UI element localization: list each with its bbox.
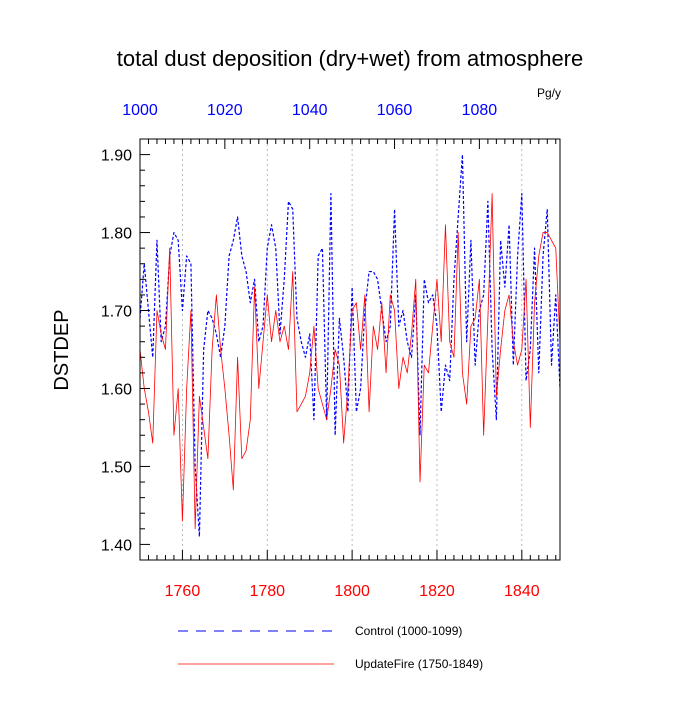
x-top-tick-label: 1040 [292,102,328,119]
y-tick-label: 1.70 [101,304,132,321]
x-bottom-tick-label: 1780 [249,583,285,600]
series-layer [139,153,561,538]
y-axis-label: DSTDEP [51,309,73,390]
x-top-tick-label: 1080 [462,102,498,119]
y-tick-label: 1.90 [101,148,132,165]
legend-label-control: Control (1000-1099) [355,624,462,638]
x-bottom-tick-label: 1760 [165,583,201,600]
legend: Control (1000-1099) UpdateFire (1750-1849… [178,624,483,671]
x-top-tick-label: 1020 [207,102,243,119]
x-top-tick-label: 1000 [122,102,158,119]
chart-title: total dust deposition (dry+wet) from atm… [117,46,584,71]
y-tick-label: 1.50 [101,459,132,476]
legend-label-updatefire: UpdateFire (1750-1849) [355,657,483,671]
plot-frame [139,138,561,561]
axes: 1.40 1.50 1.60 1.70 1.80 1.90 1760 1780 1800 1820… [101,102,557,600]
y-tick-label: 1.40 [101,537,132,554]
units-label: Pg/y [537,86,561,100]
x-bottom-tick-label: 1840 [504,583,540,600]
y-tick-label: 1.80 [101,226,132,243]
x-bottom-tick-label: 1820 [419,583,455,600]
grid-lines [182,139,523,560]
series-line-updatefire [139,193,561,530]
x-bottom-tick-label: 1800 [334,583,370,600]
x-top-tick-label: 1060 [377,102,413,119]
y-tick-label: 1.60 [101,381,132,398]
